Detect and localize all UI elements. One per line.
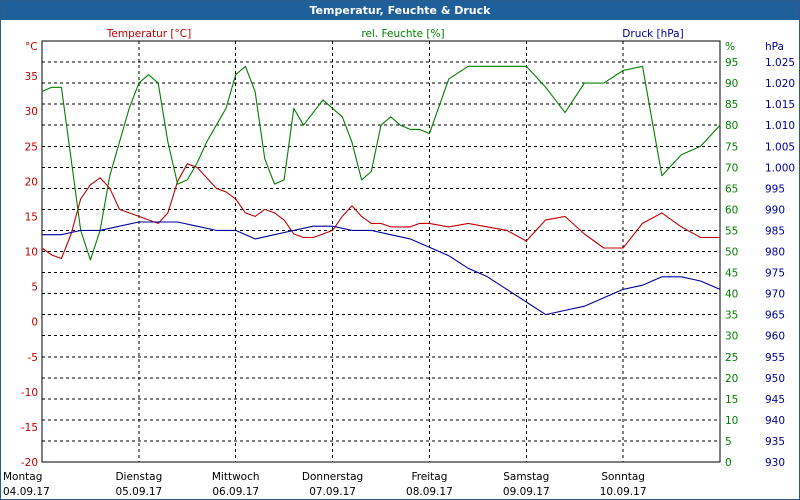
humidity-tick-label: 0: [725, 457, 732, 469]
pressure-tick-label: 975: [765, 268, 785, 280]
chart-title: Temperatur, Feuchte & Druck: [1, 1, 799, 20]
temperature-tick-label: 25: [25, 141, 38, 153]
temperature-axis-label: Temperatur [°C]: [106, 28, 191, 40]
plot-grid: [41, 40, 721, 463]
humidity-tick-label: 5: [725, 436, 732, 448]
temperature-tick-label: 20: [25, 176, 38, 188]
pressure-tick-label: 1.000: [765, 162, 795, 174]
temperature-tick-label: 0: [31, 317, 38, 329]
x-tick-date-label: 07.09.17: [309, 486, 356, 498]
pressure-tick-label: 930: [765, 457, 785, 469]
pressure-axis-label: Druck [hPa]: [622, 28, 683, 40]
pressure-tick-label: 940: [765, 415, 785, 427]
x-tick-date-label: 08.09.17: [406, 486, 453, 498]
temperature-tick-label: -20: [21, 457, 38, 469]
temperature-tick-label: 10: [25, 247, 38, 259]
x-tick-day-label: Samstag: [503, 471, 549, 483]
pressure-tick-label: 955: [765, 352, 785, 364]
temperature-tick-label: 15: [25, 211, 38, 223]
x-tick-date-label: 04.09.17: [3, 486, 50, 498]
humidity-tick-label: 85: [725, 99, 738, 111]
humidity-tick-label: 15: [725, 394, 738, 406]
pressure-tick-label: 985: [765, 225, 785, 237]
pressure-tick-label: 1.010: [765, 120, 795, 132]
x-tick-date-label: 06.09.17: [212, 486, 259, 498]
x-tick-day-label: Mittwoch: [212, 471, 260, 483]
pressure-tick-label: 1.015: [765, 99, 795, 111]
humidity-tick-label: 95: [725, 57, 738, 69]
humidity-tick-label: 25: [725, 352, 738, 364]
pressure-tick-label: 995: [765, 183, 785, 195]
temperature-tick-label: 30: [25, 106, 38, 118]
humidity-tick-label: 60: [725, 204, 738, 216]
temperature-tick-label: -10: [21, 387, 38, 399]
x-tick-date-label: 09.09.17: [503, 486, 550, 498]
pressure-tick-label: 980: [765, 247, 785, 259]
humidity-line: [41, 65, 721, 261]
humidity-unit: %: [725, 41, 735, 53]
pressure-tick-label: 965: [765, 310, 785, 322]
temperature-tick-label: -15: [21, 422, 38, 434]
x-tick-day-label: Donnerstag: [302, 471, 363, 483]
pressure-tick-label: 935: [765, 436, 785, 448]
temperature-tick-label: 35: [25, 71, 38, 83]
humidity-tick-label: 30: [725, 331, 738, 343]
pressure-tick-label: 945: [765, 394, 785, 406]
humidity-tick-label: 35: [725, 310, 738, 322]
humidity-tick-label: 80: [725, 120, 738, 132]
pressure-line: [42, 221, 721, 316]
temperature-line: [41, 163, 720, 260]
x-tick-day-label: Dienstag: [115, 471, 162, 483]
pressure-tick-label: 990: [765, 204, 785, 216]
x-tick-day-label: Freitag: [411, 471, 447, 483]
plot-frame: [41, 40, 721, 463]
humidity-tick-label: 65: [725, 183, 738, 195]
pressure-tick-label: 1.025: [765, 57, 795, 69]
x-tick-date-label: 05.09.17: [115, 486, 162, 498]
temperature-axis-ticks: 35 30 25 20 15 10 5 0 -5 -10 -15 -20: [21, 71, 38, 469]
x-axis-ticks: Montag 04.09.17 Dienstag 05.09.17 Mittwoch 06…: [3, 471, 647, 498]
x-tick-date-label: 10.09.17: [600, 486, 647, 498]
humidity-tick-label: 45: [725, 268, 738, 280]
pressure-tick-label: 950: [765, 373, 785, 385]
humidity-tick-label: 40: [725, 289, 738, 301]
temperature-unit: °C: [25, 41, 38, 53]
pressure-tick-label: 970: [765, 289, 785, 301]
x-tick-day-label: Montag: [3, 471, 42, 483]
humidity-tick-label: 90: [725, 78, 738, 90]
humidity-axis-label: rel. Feuchte [%]: [361, 28, 444, 40]
pressure-axis-ticks: 1.025 1.020 1.015 1.010 1.005 1.000 995 990 985 9…: [765, 57, 795, 469]
humidity-tick-label: 50: [725, 247, 738, 259]
temperature-tick-label: -5: [28, 352, 38, 364]
humidity-tick-label: 20: [725, 373, 738, 385]
pressure-tick-label: 1.020: [765, 78, 795, 90]
pressure-unit: hPa: [765, 41, 784, 53]
temperature-tick-label: 5: [31, 282, 38, 294]
humidity-tick-label: 55: [725, 225, 738, 237]
pressure-tick-label: 1.005: [765, 141, 795, 153]
series-layer: [41, 65, 721, 316]
humidity-tick-label: 75: [725, 141, 738, 153]
humidity-tick-label: 70: [725, 162, 738, 174]
humidity-tick-label: 10: [725, 415, 738, 427]
x-tick-day-label: Sonntag: [601, 471, 645, 483]
pressure-tick-label: 960: [765, 331, 785, 343]
